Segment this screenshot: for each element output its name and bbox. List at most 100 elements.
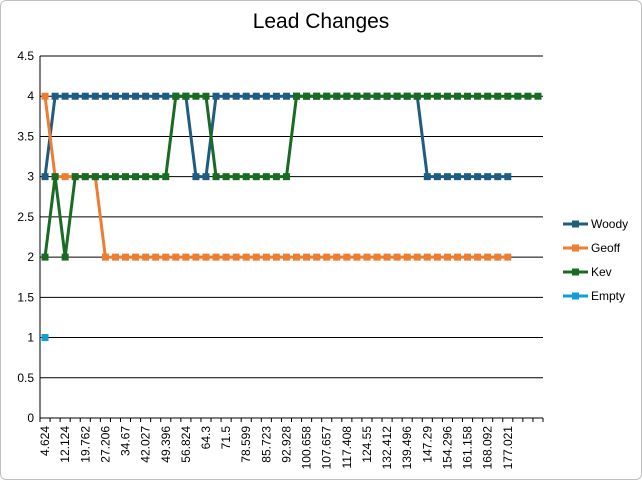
x-tick-label: 161.158 [461,426,475,470]
y-tick-label: 0 [27,411,34,425]
data-point [101,173,109,181]
data-point [172,253,180,261]
data-point [192,92,200,100]
data-point [433,173,441,181]
data-point [504,173,512,181]
data-point [373,92,381,100]
data-point [71,92,79,100]
data-point [202,92,210,100]
data-point [91,92,99,100]
data-point [81,173,89,181]
data-point [111,173,119,181]
data-point [282,173,290,181]
y-tick-label: 2.5 [17,210,34,224]
legend-item-geoff: Geoff [563,241,621,255]
x-tick-label: 92.928 [279,426,293,463]
legend-swatch-marker [572,268,579,276]
data-point [152,253,160,261]
data-point [212,92,220,100]
data-point [433,92,441,100]
data-point [474,173,482,181]
x-tick-label: 85.723 [259,426,273,463]
x-tick-label: 132.412 [380,426,394,470]
data-point [494,92,502,100]
data-point [353,92,361,100]
data-point [313,92,321,100]
x-tick-label: 147.29 [420,426,434,463]
x-tick-label: 4.624 [38,426,52,456]
data-point [242,253,250,261]
data-point [282,92,290,100]
data-point [393,92,401,100]
legend-item-kev: Kev [563,265,612,279]
data-point [333,253,341,261]
data-point [474,253,482,261]
data-point [383,253,391,261]
data-point [252,253,260,261]
data-point [282,253,290,261]
data-point [202,253,210,261]
data-point [152,92,160,100]
data-point [71,173,79,181]
data-point [222,173,230,181]
data-point [453,173,461,181]
data-point [192,253,200,261]
series-kev [41,92,542,261]
data-point [162,92,170,100]
data-point [41,253,49,261]
data-point [162,253,170,261]
data-point [464,253,472,261]
x-tick-label: 56.824 [179,426,193,463]
data-point [122,92,130,100]
data-point [403,92,411,100]
data-point [122,173,130,181]
data-point [212,253,220,261]
data-point [453,92,461,100]
y-axis: 0 0.5 1 1.5 2 2.5 3 3.5 4 4.5 [17,49,41,425]
data-point [242,92,250,100]
data-point [293,253,301,261]
x-tick-label: 34.67 [119,426,133,456]
data-point [262,173,270,181]
data-point [101,253,109,261]
data-point [443,173,451,181]
x-tick-label: 49.396 [159,426,173,463]
data-point [413,253,421,261]
data-point [464,92,472,100]
data-point [172,92,180,100]
data-point [242,173,250,181]
data-point [132,173,140,181]
data-point [81,92,89,100]
x-tick-label: 168.092 [481,426,495,470]
data-point [272,92,280,100]
data-point [443,253,451,261]
data-point [494,253,502,261]
legend-label: Woody [591,217,628,231]
legend-swatch-marker [572,244,579,252]
data-point [212,173,220,181]
data-point [252,92,260,100]
x-tick-label: 117.408 [340,426,354,469]
x-tick-label: 107.657 [320,426,334,470]
data-point [272,173,280,181]
x-tick-label: 177.021 [501,426,515,470]
data-point [514,92,522,100]
data-point [484,173,492,181]
chart-title: Lead Changes [252,10,390,33]
data-point [494,173,502,181]
y-tick-label: 2 [27,250,34,264]
data-point [91,173,99,181]
data-point [252,173,260,181]
data-point [484,253,492,261]
data-point [232,173,240,181]
data-point [303,92,311,100]
data-point [232,92,240,100]
data-point [383,92,391,100]
data-point [403,253,411,261]
data-point [41,173,49,181]
data-point [534,92,542,100]
data-point [413,92,421,100]
data-point [61,92,69,100]
data-point [363,253,371,261]
